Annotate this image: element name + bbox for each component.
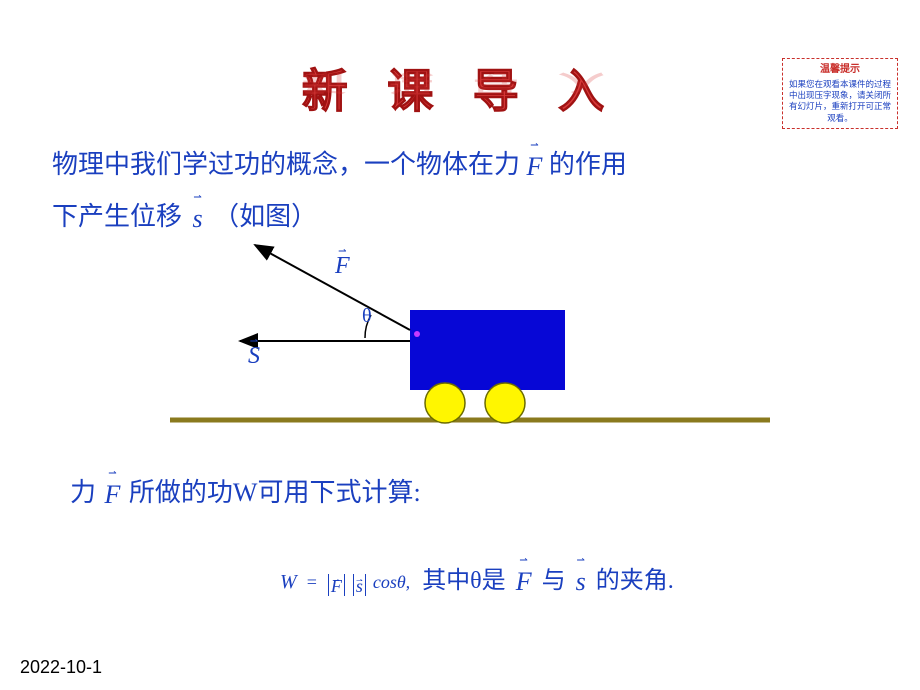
slide-title: 新 课 导 入 [302, 55, 619, 121]
wheel [485, 383, 525, 423]
formula-line: W = ⇀F ⇀s cosθ, 其中θ是 ⇀ F 与 ⇀ s 的夹角. [280, 555, 674, 605]
diagram-label-F: ⇀ F [335, 253, 350, 280]
paragraph-line-3: 力 ⇀ F 所做的功W可用下式计算: [70, 468, 421, 517]
text-fragment: （如图） [213, 202, 317, 231]
text-fragment: 物理中我们学过功的概念，一个物体在力 [52, 150, 520, 179]
text-fragment: 的作用 [549, 150, 627, 179]
text-fragment: 下产生位移 [52, 202, 182, 231]
tip-heading: 温馨提示 [788, 63, 892, 77]
vector-letter: F [527, 152, 543, 181]
text-fragment: 的夹角. [596, 568, 674, 594]
origin-dot [414, 331, 420, 337]
vector-arrow-icon: ⇀ [193, 188, 201, 207]
cart-body [410, 310, 565, 390]
vector-arrow-icon: ⇀ [250, 336, 258, 347]
diagram-label-theta: θ [362, 305, 372, 328]
vector-arrow-icon: ⇀ [530, 136, 538, 155]
text-fragment: 与 [542, 568, 566, 594]
vector-arrow-icon: ⇀ [356, 570, 363, 592]
text-fragment: 力 [70, 478, 96, 507]
vector-F: ⇀ F [516, 557, 532, 607]
vector-letter: F [105, 480, 121, 509]
physics-diagram: ⇀ F ⇀ S θ [170, 235, 770, 455]
vector-arrow-icon: ⇀ [333, 570, 340, 592]
vector-F: ⇀ F [527, 142, 543, 191]
abs-F: ⇀F [328, 574, 345, 596]
tip-box: 温馨提示 如果您在观看本课件的过程中出现压字现象，请关闭所有幻灯片，重新打开可正… [782, 58, 898, 129]
diagram-svg [170, 235, 770, 455]
vector-arrow-icon: ⇀ [576, 551, 584, 570]
paragraph-line-2: 下产生位移 ⇀ s （如图） [52, 192, 317, 241]
slide-date: 2022-10-1 [20, 657, 102, 678]
vector-arrow-icon: ⇀ [338, 246, 346, 257]
text-fragment: 其中θ是 [422, 568, 506, 594]
paragraph-line-1: 物理中我们学过功的概念，一个物体在力 ⇀ F 的作用 [52, 140, 627, 189]
vector-arrow-icon: ⇀ [108, 464, 116, 483]
text-fragment: 所做的功W可用下式计算: [129, 478, 421, 507]
abs-s: ⇀s [353, 574, 366, 596]
vector-F: ⇀ F [105, 470, 121, 519]
vector-letter: F [516, 567, 532, 596]
formula-eq: = [306, 572, 318, 592]
vector-arrow-icon: ⇀ [519, 551, 527, 570]
tip-body: 如果您在观看本课件的过程中出现压字现象，请关闭所有幻灯片，重新打开可正常观看。 [788, 79, 892, 125]
diagram-label-S: ⇀ S [248, 343, 260, 370]
formula-W: W [280, 571, 297, 593]
vector-s: ⇀ s [576, 557, 586, 607]
force-arrow [255, 245, 410, 330]
wheel [425, 383, 465, 423]
formula-cos: cosθ, [373, 572, 410, 592]
vector-letter: s [576, 567, 586, 596]
vector-letter: s [193, 204, 203, 233]
